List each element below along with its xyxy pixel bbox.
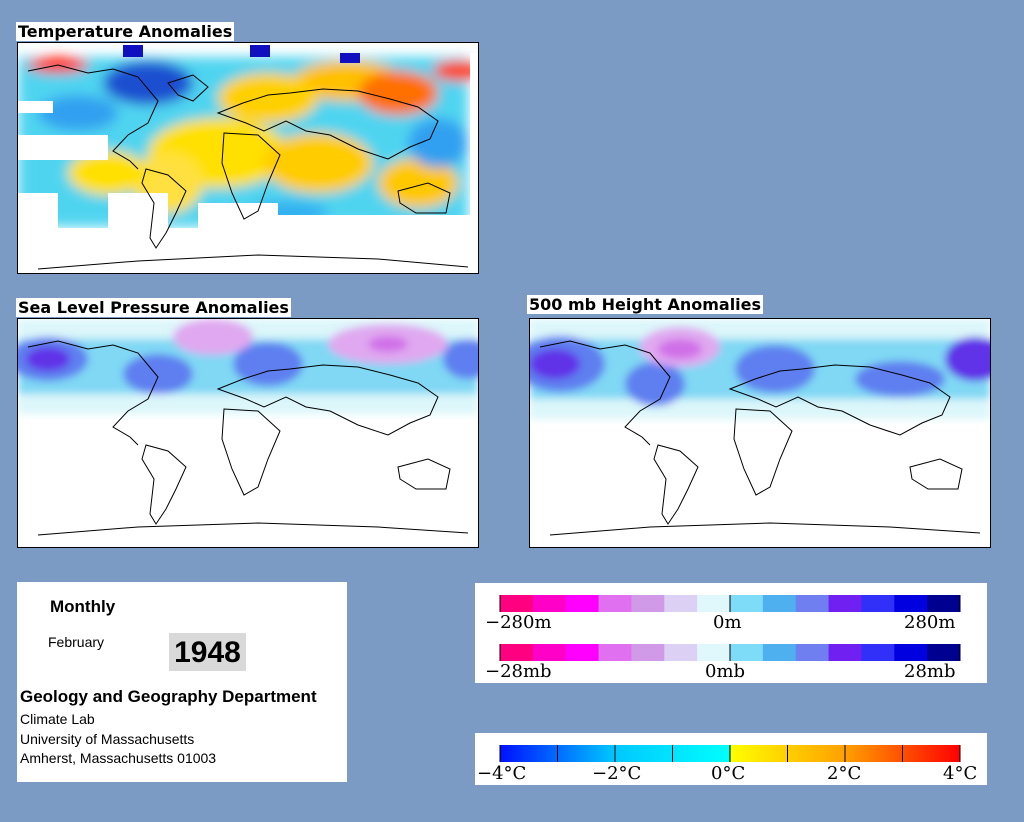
height-swatch-4 (631, 595, 665, 612)
temperature-panel-title: Temperature Anomalies (16, 22, 235, 41)
temp-label-3: 2°C (827, 763, 861, 784)
university-label: University of Massachusetts (20, 731, 195, 747)
pressure-mid-label: 0mb (705, 661, 745, 682)
period-label: Monthly (50, 597, 116, 616)
temperature-legend: −4°C −2°C 0°C 2°C 4°C (475, 733, 987, 785)
pressure-color-bar (499, 644, 961, 661)
department-label: Geology and Geography Department (20, 687, 317, 706)
height-swatch-10 (828, 595, 862, 612)
height-mid-label: 0m (713, 612, 742, 633)
temp-label-4: 4°C (943, 763, 977, 784)
slp-anomaly-map (17, 318, 479, 548)
pressure-swatch-12 (894, 644, 928, 661)
pressure-swatch-7 (730, 644, 764, 661)
height-swatch-7 (730, 595, 764, 612)
pressure-swatch-2 (565, 644, 600, 661)
lab-label: Climate Lab (20, 711, 95, 727)
pressure-swatch-6 (697, 644, 731, 661)
pressure-max-label: 28mb (904, 661, 956, 682)
slp-panel-title: Sea Level Pressure Anomalies (16, 298, 291, 317)
height-swatch-2 (565, 595, 600, 612)
height-swatch-3 (598, 595, 632, 612)
temp-label-1: −2°C (592, 763, 641, 784)
pressure-swatch-5 (664, 644, 698, 661)
pressure-swatch-0 (500, 644, 534, 661)
pressure-swatch-9 (795, 644, 830, 661)
pressure-swatch-13 (927, 644, 961, 661)
height-min-label: −280m (485, 612, 552, 633)
pressure-swatch-1 (532, 644, 567, 661)
pressure-swatch-3 (598, 644, 632, 661)
height-panel-title: 500 mb Height Anomalies (527, 295, 764, 314)
height-swatch-0 (500, 595, 534, 612)
pressure-swatch-8 (762, 644, 797, 661)
pressure-swatch-11 (861, 644, 895, 661)
temperature-anomaly-map (17, 42, 479, 274)
height-swatch-8 (762, 595, 797, 612)
height-color-bar (499, 595, 961, 612)
height-swatch-13 (927, 595, 961, 612)
pressure-min-label: −28mb (485, 661, 552, 682)
height-pressure-legend: −280m 0m 280m −28mb 0mb 28mb (475, 583, 987, 683)
year-label: 1948 (169, 633, 246, 671)
height-swatch-11 (861, 595, 895, 612)
address-label: Amherst, Massachusetts 01003 (20, 750, 217, 766)
pressure-swatch-10 (828, 644, 862, 661)
height-swatch-1 (532, 595, 567, 612)
info-box: Monthly February 1948 Geology and Geogra… (17, 582, 347, 782)
height-anomaly-map (529, 318, 991, 548)
month-label: February (48, 634, 105, 650)
height-max-label: 280m (904, 612, 955, 633)
temp-label-0: −4°C (477, 763, 526, 784)
pressure-swatch-4 (631, 644, 665, 661)
height-swatch-12 (894, 595, 928, 612)
height-swatch-9 (795, 595, 830, 612)
temp-label-2: 0°C (711, 763, 745, 784)
height-swatch-5 (664, 595, 698, 612)
height-swatch-6 (697, 595, 731, 612)
